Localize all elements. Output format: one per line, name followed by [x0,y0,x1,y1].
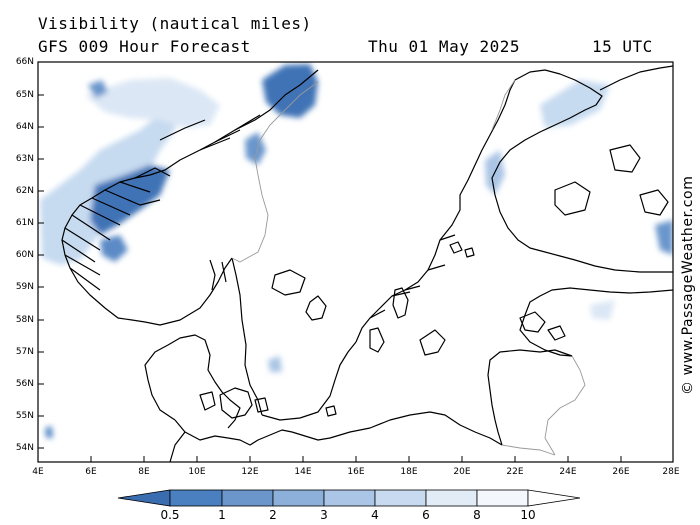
colorbar-swatch [169,489,223,507]
lon-label: 8E [138,467,150,477]
lat-label: 54N [15,443,34,453]
forecast-date: Thu 01 May 2025 [368,37,520,56]
lat-label: 65N [15,90,34,100]
colorbar-label: 10 [520,508,536,522]
lon-label: 4E [32,467,44,477]
axis-ticks [38,61,622,462]
coastline [61,65,673,462]
country-borders [231,79,586,456]
lat-label: 58N [15,315,34,325]
colorbar-label: 6 [422,508,430,522]
lat-label: 56N [15,379,34,389]
lat-label: 55N [15,411,34,421]
colorbar-swatch [374,489,427,507]
lon-label: 20E [453,467,471,477]
lon-label: 24E [559,467,577,477]
colorbar-label: 4 [371,508,379,522]
colorbar-swatch [221,489,274,507]
lat-label: 60N [15,250,34,260]
colorbar-swatch [272,489,325,507]
colorbar-label: 2 [269,508,277,522]
lon-label: 12E [241,467,259,477]
colorbar-swatch [476,489,529,507]
lon-label: 16E [347,467,365,477]
colorbar-label: 0.5 [160,508,180,522]
colorbar-swatch [527,489,581,507]
lat-label: 59N [15,282,34,292]
lon-label: 14E [294,467,312,477]
map-frame [37,61,674,463]
colorbar-swatch [425,489,478,507]
lon-label: 22E [506,467,524,477]
colorbar-label: 3 [320,508,328,522]
lat-label: 64N [15,122,34,132]
lon-label: 18E [400,467,418,477]
colorbar-swatch [323,489,376,507]
lon-label: 28E [662,467,680,477]
forecast-time: 15 UTC [592,37,653,56]
lat-label: 62N [15,186,34,196]
lat-label: 63N [15,154,34,164]
colorbar-swatch [117,489,171,507]
colorbar [117,489,581,507]
lon-label: 6E [85,467,97,477]
low-visibility-areas [38,64,673,462]
lat-label: 57N [15,347,34,357]
lat-label: 61N [15,218,34,228]
lon-label: 10E [188,467,206,477]
lon-label: 26E [612,467,630,477]
lat-label: 66N [15,57,34,67]
map-title: Visibility (nautical miles) [38,14,312,33]
forecast-label: GFS 009 Hour Forecast [38,37,251,56]
credit-text: © www.PassageWeather.com [680,175,696,395]
colorbar-label: 8 [473,508,481,522]
colorbar-label: 1 [218,508,226,522]
